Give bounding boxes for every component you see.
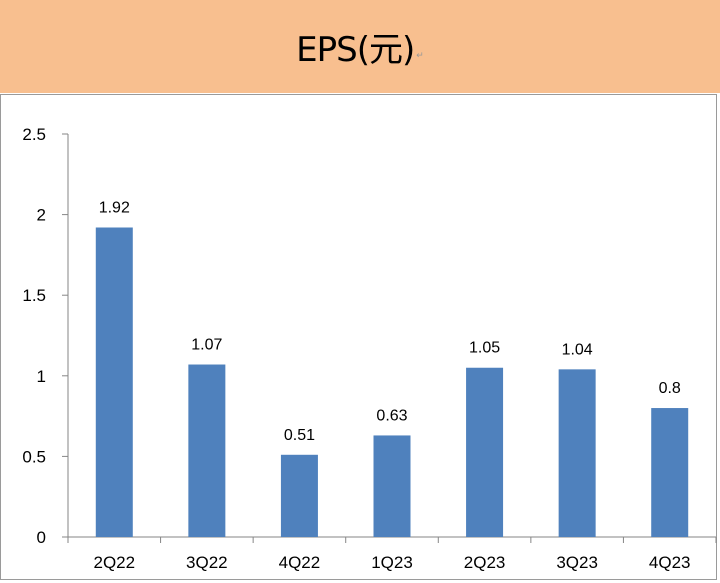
data-label: 1.05 xyxy=(469,340,500,357)
x-tick-label: 3Q22 xyxy=(186,553,228,572)
x-tick-label: 3Q23 xyxy=(556,553,598,572)
y-tick-label: 2.5 xyxy=(22,125,46,144)
data-label: 1.92 xyxy=(99,199,130,216)
data-label: 1.07 xyxy=(191,337,222,354)
bar-3Q23 xyxy=(558,369,596,537)
chart-title: EPS(元) xyxy=(296,30,415,70)
y-tick-label: 1.5 xyxy=(22,286,46,305)
data-label: 1.04 xyxy=(562,341,593,358)
x-tick-label: 4Q23 xyxy=(649,553,691,572)
y-tick-label: 2 xyxy=(37,206,46,225)
bar-2Q22 xyxy=(95,227,133,537)
x-tick-label: 1Q23 xyxy=(371,553,413,572)
bar-4Q23 xyxy=(651,408,689,537)
data-label: 0.8 xyxy=(659,380,681,397)
data-label: 0.51 xyxy=(284,427,315,444)
chart-frame xyxy=(0,94,717,580)
bar-2Q23 xyxy=(466,367,504,537)
bar-3Q22 xyxy=(188,364,226,537)
paragraph-mark: ↵ xyxy=(416,50,424,60)
bar-1Q23 xyxy=(373,435,411,537)
y-tick-label: 1 xyxy=(37,367,46,386)
data-label: 0.63 xyxy=(376,407,407,424)
y-tick-label: 0 xyxy=(37,528,46,547)
chart-title-banner: EPS(元) ↵ xyxy=(0,0,720,93)
x-tick-label: 2Q22 xyxy=(93,553,135,572)
bar-4Q22 xyxy=(280,454,318,537)
y-tick-label: 0.5 xyxy=(22,447,46,466)
x-tick-label: 4Q22 xyxy=(279,553,321,572)
x-tick-label: 2Q23 xyxy=(464,553,506,572)
